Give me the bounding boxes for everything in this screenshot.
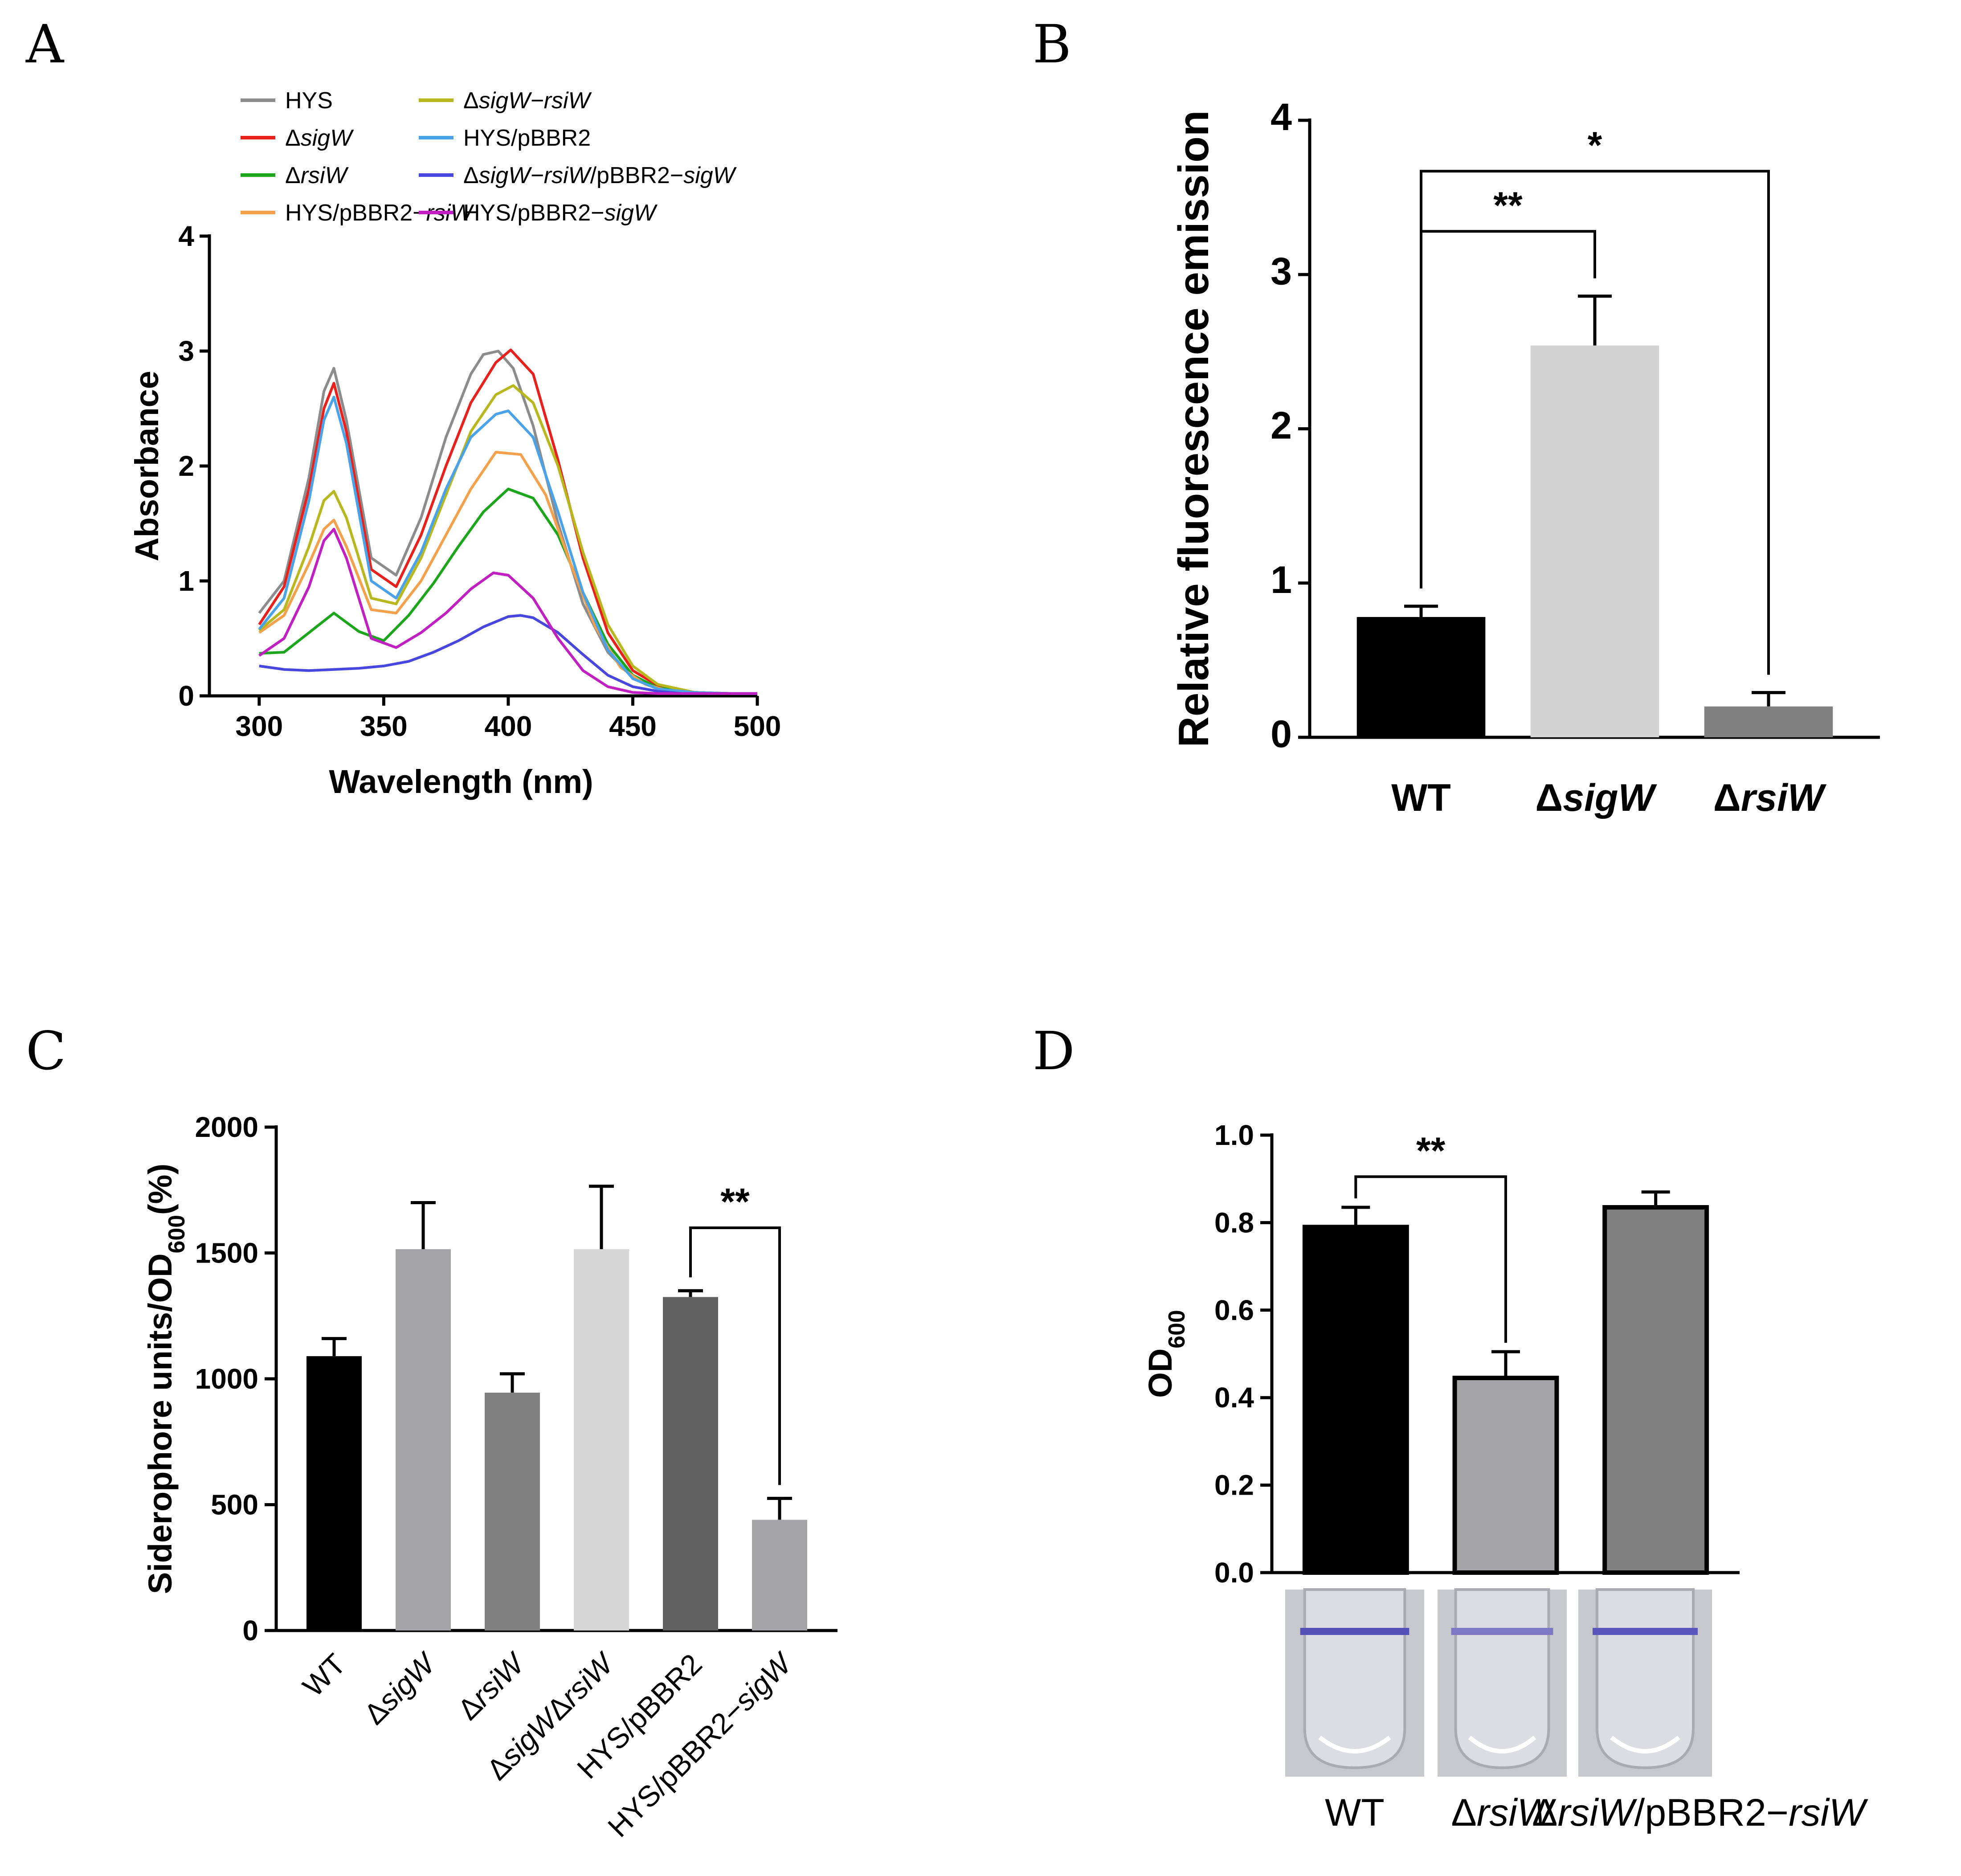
panel-d-od600-chart: 0.0 0.2 0.4 0.6 0.8 1.0 ** OD600 WT ΔrsiWΔrsiW/pB…: [1142, 1119, 1868, 1834]
tube-glare: [1610, 1736, 1680, 1753]
biofilm-ring: [1451, 1628, 1553, 1635]
y-tick-label: 0: [1271, 713, 1292, 756]
legend-label-sigw: ΔsigW: [285, 125, 354, 151]
y-axis-title: Siderophore units/OD600(%): [142, 1164, 189, 1594]
biofilm-ring: [1300, 1628, 1409, 1635]
tube-body: [1303, 1588, 1406, 1770]
y-tick-label: 1: [1271, 559, 1292, 601]
y-tick-label: 1000: [195, 1363, 258, 1395]
category-label-rsiw: ΔrsiW: [451, 1646, 532, 1726]
y-tick-label: 0.6: [1214, 1294, 1254, 1326]
series-line-sigw-rsiw: [258, 384, 757, 695]
legend-label-sigw-rsiw: ΔsigW−rsiW: [463, 88, 592, 114]
legend-label-hys-pbbr2: HYS/pBBR2: [463, 125, 591, 151]
x-tick-label: 350: [360, 710, 408, 742]
bar-wt: [1356, 617, 1486, 737]
y-axis-title: Absorbance: [128, 371, 165, 561]
y-tick-label: 2: [178, 450, 194, 482]
category-label-wt: WT: [296, 1647, 352, 1703]
series-line-hys-pbbr2-sigw: [258, 527, 757, 695]
significance-bracket: [1420, 170, 1770, 675]
panel-label-c: C: [26, 1020, 66, 1082]
category-label-sigw: ΔsigW: [358, 1646, 443, 1731]
bar-hys-pbbr2-sigw: [752, 1520, 807, 1631]
tube-photo-wt: [1285, 1588, 1424, 1777]
tube-body: [1454, 1588, 1550, 1770]
category-label-wt: WT: [1391, 777, 1451, 819]
y-tick-label: 3: [178, 335, 194, 367]
y-tick-label: 0: [178, 680, 194, 712]
y-tick-label: 500: [211, 1489, 258, 1521]
category-label-rsiw: ΔrsiW: [1713, 777, 1827, 819]
y-tick-label: 1500: [195, 1237, 258, 1269]
y-tick-label: 1.0: [1214, 1119, 1254, 1151]
x-tick-label: 450: [609, 710, 657, 742]
panel-label-d: D: [1033, 1020, 1075, 1082]
bar-rsiw: [1704, 706, 1833, 737]
category-label-rsiw: ΔrsiW: [1451, 1791, 1556, 1834]
significance-label: **: [720, 1181, 750, 1222]
tube-body: [1596, 1588, 1695, 1770]
tube-photo-rsiw: [1438, 1588, 1567, 1777]
tube-glare: [1318, 1736, 1391, 1753]
y-tick-label: 4: [178, 220, 194, 252]
y-tick-label: 0.4: [1214, 1381, 1254, 1414]
series-line-sigw: [258, 348, 757, 695]
y-tick-label: 1: [178, 565, 194, 597]
bar-sigw: [396, 1249, 451, 1631]
bar-rsiw: [485, 1393, 540, 1631]
bar-wt: [1302, 1225, 1409, 1575]
bar-sigw-rsiw: [574, 1249, 629, 1631]
significance-bracket: [1354, 1175, 1507, 1343]
y-tick-label: 0: [242, 1614, 258, 1647]
y-tick-label: 3: [1271, 250, 1292, 293]
y-tick-label: 2000: [195, 1111, 258, 1143]
tube-photo-rsiw-pbbr2-rsiw: [1578, 1588, 1712, 1777]
significance-label: *: [1588, 124, 1602, 166]
bar-wt: [306, 1356, 362, 1631]
y-tick-label: 0.2: [1214, 1469, 1254, 1501]
y-tick-label: 0.0: [1214, 1557, 1254, 1589]
significance-label: **: [1493, 184, 1523, 226]
series-line-hys-pbbr2-rsiw: [258, 451, 757, 695]
category-label-wt: WT: [1325, 1791, 1385, 1834]
x-tick-label: 400: [485, 710, 532, 742]
category-label-rsiw-pbbr2-rsiw: ΔrsiW/pBBR2−rsiW: [1532, 1791, 1868, 1834]
y-tick-label: 2: [1271, 405, 1292, 447]
bar-rsiw-pbbr2-rsiw: [1602, 1205, 1709, 1575]
bar-rsiw: [1452, 1376, 1559, 1575]
significance-bracket: [689, 1226, 781, 1485]
panel-a-absorbance-chart: 0 1 2 3 4 300 350 400 450 500 Wavelength (nm) Absor…: [128, 88, 781, 800]
x-axis-title: Wavelength (nm): [329, 763, 593, 800]
series-line-sigw-rsiw-pbbr2-sigw: [259, 614, 757, 695]
legend-label-rsiw: ΔrsiW: [285, 163, 349, 188]
series-line-hys-pbbr2: [258, 396, 757, 695]
significance-label: **: [1416, 1129, 1446, 1171]
panel-label-a: A: [25, 13, 65, 75]
y-tick-label: 0.8: [1214, 1206, 1254, 1238]
y-axis-title: OD600: [1142, 1310, 1189, 1398]
legend-label-sigw-rsiw-pbbr2-sigw: ΔsigW−rsiW/pBBR2−sigW: [463, 163, 737, 188]
legend-label-hys: HYS: [285, 88, 333, 114]
x-tick-label: 500: [734, 710, 781, 742]
y-tick-label: 4: [1271, 96, 1292, 139]
tube-glare: [1468, 1736, 1536, 1753]
category-label-sigw: ΔsigW: [1535, 777, 1657, 819]
bar-hys-pbbr2: [663, 1297, 718, 1631]
biofilm-ring: [1593, 1628, 1698, 1635]
legend-label-hys-pbbr2-sigw: HYS/pBBR2−sigW: [463, 200, 658, 226]
y-axis-title: Relative fluorescence emission: [1170, 110, 1217, 748]
x-tick-label: 300: [235, 710, 283, 742]
panel-label-b: B: [1033, 13, 1071, 75]
bar-sigw: [1530, 345, 1659, 737]
